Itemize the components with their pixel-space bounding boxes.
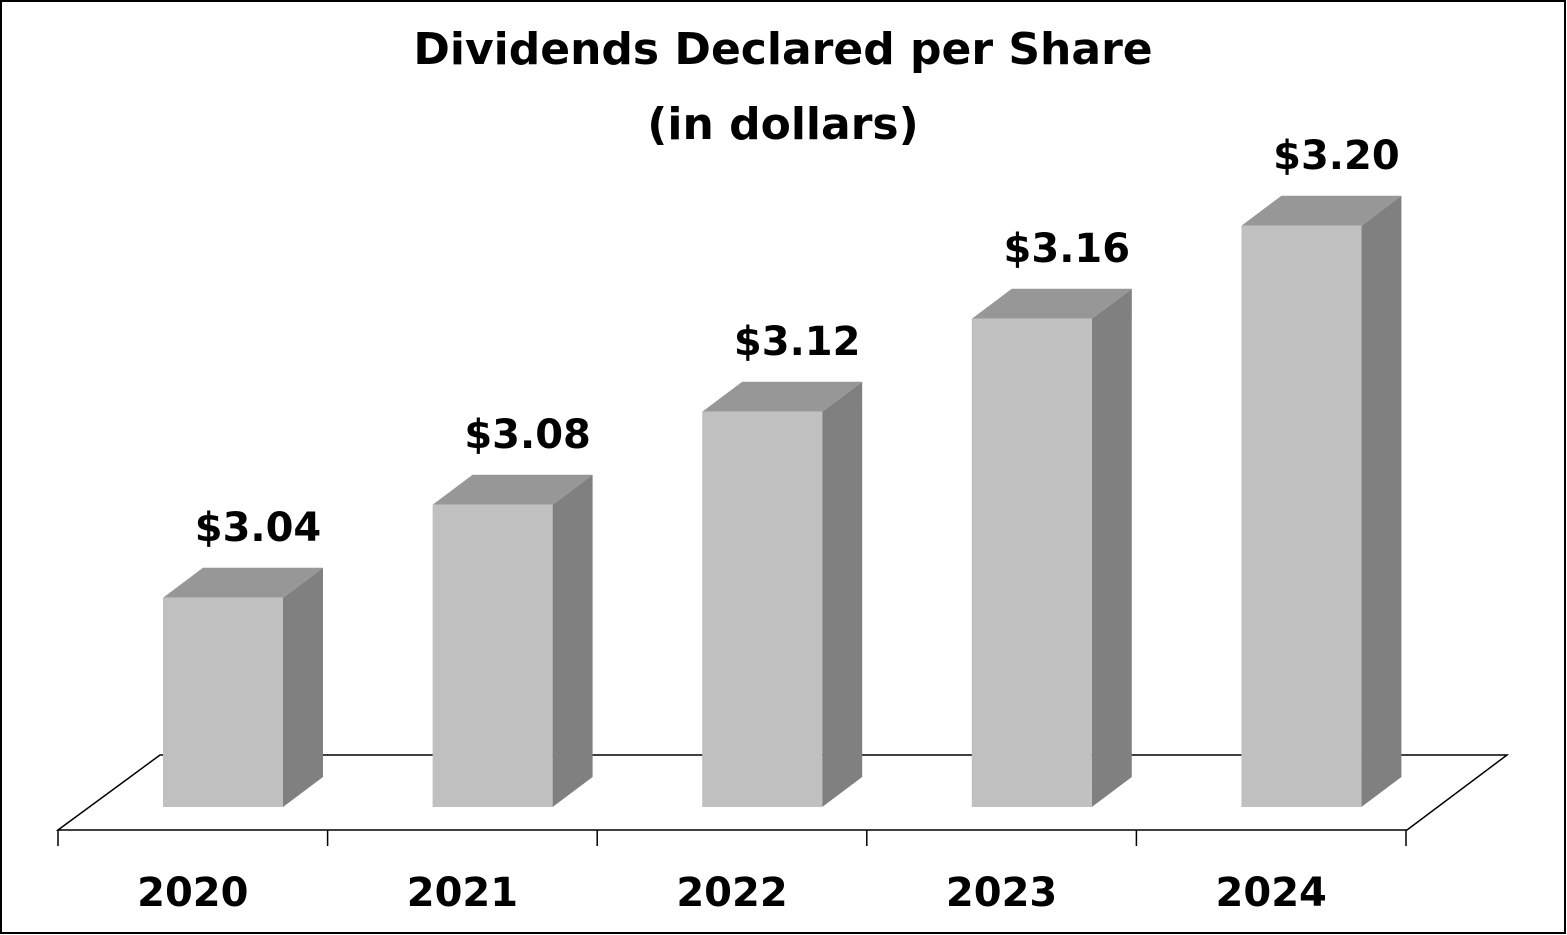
bar-top <box>163 567 323 598</box>
x-tick-label: 2024 <box>1216 870 1327 916</box>
bar-side <box>1091 288 1132 807</box>
bar-top <box>432 474 593 505</box>
x-tick-label: 2021 <box>407 870 518 916</box>
data-label: $3.08 <box>464 412 591 458</box>
bar-top <box>1241 195 1402 226</box>
bar-top <box>971 288 1132 319</box>
data-label: $3.20 <box>1273 133 1400 179</box>
bar <box>971 318 1092 807</box>
x-tick-label: 2020 <box>137 870 248 916</box>
bar-side <box>822 381 863 807</box>
bar <box>432 504 553 807</box>
bar-side <box>1361 195 1402 807</box>
x-tick-label: 2022 <box>676 870 787 916</box>
bar-side <box>552 474 593 807</box>
bar <box>702 411 823 807</box>
x-tick-label: 2023 <box>946 870 1057 916</box>
data-label: $3.16 <box>1004 226 1131 272</box>
chart-subtitle: (in dollars) <box>647 99 918 150</box>
data-label: $3.12 <box>734 319 861 365</box>
bar <box>163 597 283 807</box>
bar <box>1241 225 1362 807</box>
bar-side <box>283 567 323 807</box>
bar-top <box>702 381 863 412</box>
chart-title: Dividends Declared per Share <box>413 24 1152 75</box>
data-label: $3.04 <box>195 505 322 551</box>
